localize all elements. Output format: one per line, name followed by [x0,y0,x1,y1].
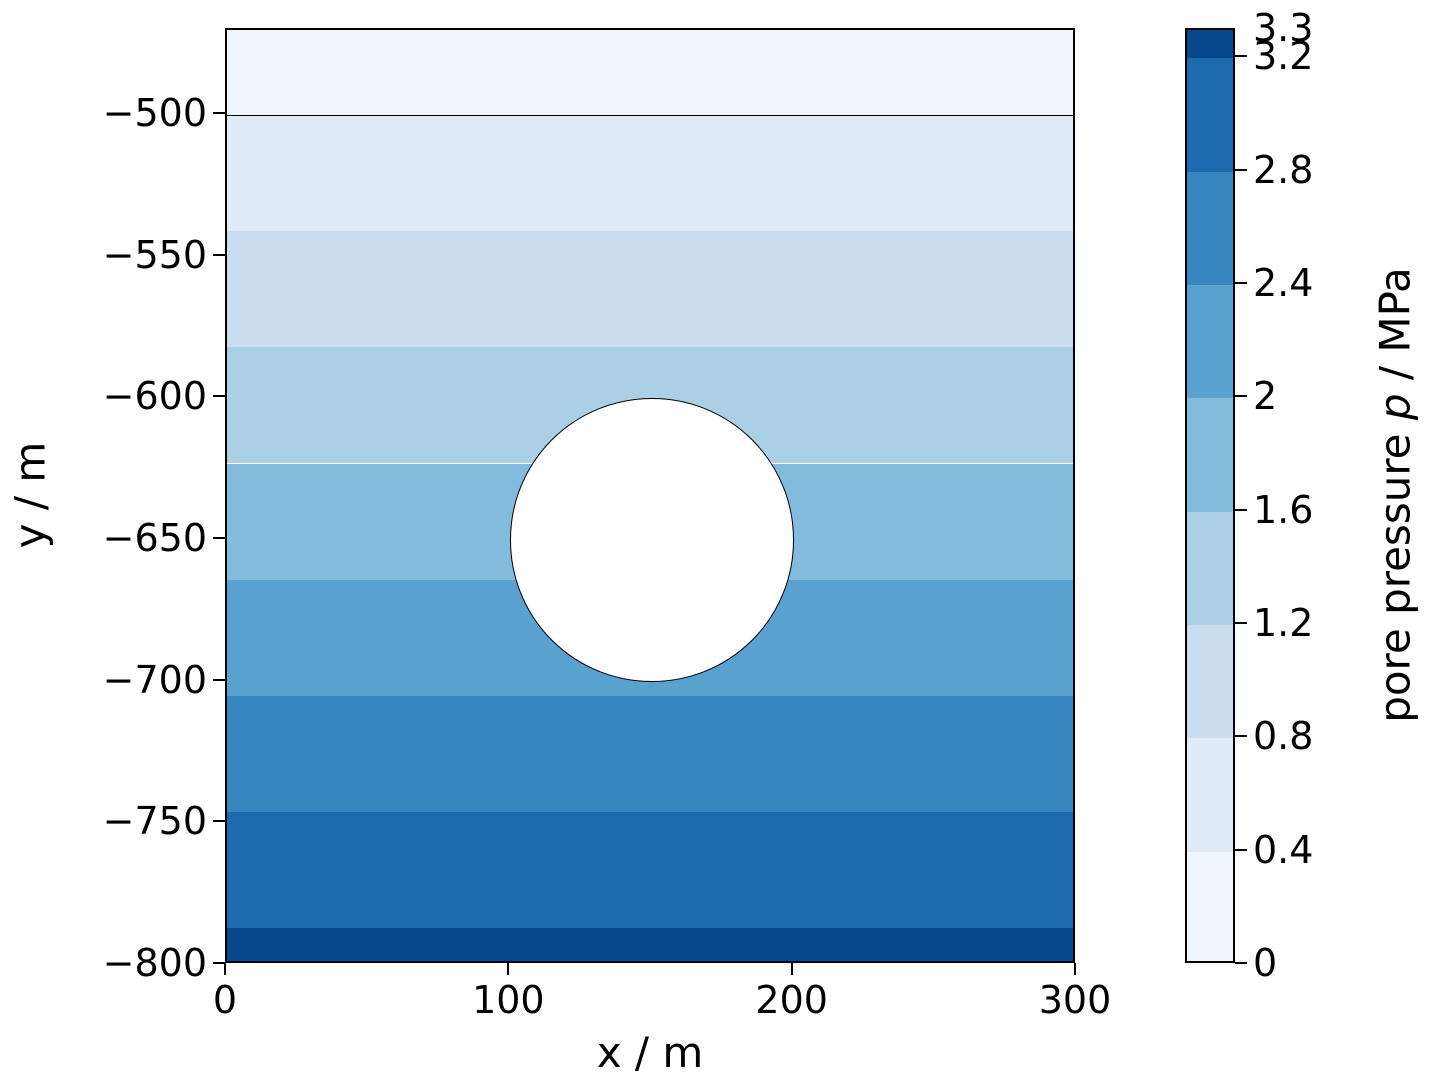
x-tick [507,963,509,975]
y-tick [213,537,225,539]
x-tick-label: 0 [213,978,237,1022]
colorbar-tick [1235,622,1247,624]
y-tick [213,820,225,822]
colorbar-tick [1235,849,1247,851]
colorbar-tick [1235,395,1247,397]
colorbar-segment [1187,30,1233,58]
y-tick-label: −550 [103,233,207,277]
y-tick [213,112,225,114]
colorbar-label-suffix: / MPa [1371,267,1420,393]
pressure-band [227,696,1073,812]
y-tick-label: −750 [103,799,207,843]
colorbar-segment [1187,285,1233,398]
y-tick-label: −650 [103,516,207,560]
colorbar-tick [1235,55,1247,57]
figure: x / m y / m pore pressure p / MPa 010020… [0,0,1447,1080]
pressure-band [227,30,1073,115]
colorbar-tick-label: 0.4 [1253,828,1313,872]
y-tick-label: −800 [103,941,207,985]
colorbar-segment [1187,58,1233,171]
colorbar-tick-label: 2.8 [1253,148,1313,192]
pressure-band [227,231,1073,347]
y-tick-label: −600 [103,374,207,418]
y-tick [213,395,225,397]
x-tick [791,963,793,975]
x-tick-label: 100 [472,978,545,1022]
plot-area [225,28,1075,963]
y-tick-label: −500 [103,91,207,135]
colorbar-label-symbol: p [1371,393,1420,420]
colorbar-tick-label: 1.2 [1253,601,1313,645]
y-tick-label: −700 [103,658,207,702]
x-tick-label: 200 [755,978,828,1022]
y-tick [213,679,225,681]
colorbar-segment [1187,172,1233,285]
colorbar-tick [1235,282,1247,284]
colorbar-tick [1235,169,1247,171]
colorbar-segment [1187,852,1233,963]
pressure-band [227,812,1073,928]
x-tick [1074,963,1076,975]
colorbar-segment [1187,398,1233,511]
colorbar-segment [1187,625,1233,738]
colorbar-tick-label: 2 [1253,374,1277,418]
colorbar-segment [1187,738,1233,851]
colorbar-tick-label: 3.3 [1253,6,1313,50]
y-tick [213,254,225,256]
x-axis-label: x / m [597,1028,704,1077]
colorbar-tick-label: 2.4 [1253,261,1313,305]
x-tick [224,963,226,975]
pressure-band [227,928,1073,963]
colorbar-tick [1235,509,1247,511]
colorbar-label-prefix: pore pressure [1371,420,1420,723]
pressure-band [227,115,1073,231]
colorbar-label: pore pressure p / MPa [1371,267,1420,723]
x-tick-label: 300 [1039,978,1112,1022]
colorbar-segment [1187,512,1233,625]
colorbar-tick [1235,962,1247,964]
colorbar-tick-label: 0.8 [1253,714,1313,758]
y-tick [213,962,225,964]
colorbar [1185,28,1235,963]
colorbar-tick [1235,735,1247,737]
colorbar-tick-label: 0 [1253,941,1277,985]
colorbar-tick-label: 1.6 [1253,488,1313,532]
contour-line [227,115,1073,116]
central-hole [510,398,793,681]
y-axis-label: y / m [6,442,55,549]
